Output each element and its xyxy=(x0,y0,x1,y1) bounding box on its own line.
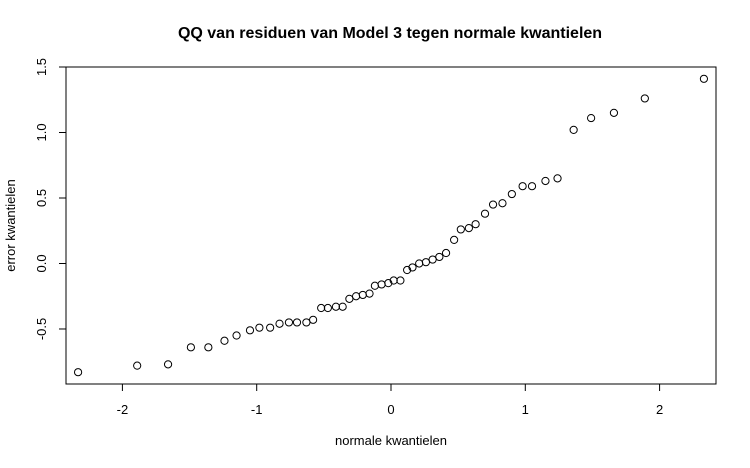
data-point xyxy=(358,290,367,300)
data-point xyxy=(317,303,326,313)
data-point xyxy=(275,319,284,328)
data-point xyxy=(415,259,424,268)
plot-frame xyxy=(65,66,717,385)
data-point xyxy=(133,361,142,370)
y-tick-label: 0.0 xyxy=(34,254,49,272)
y-tick-label: 0.5 xyxy=(34,189,49,207)
data-point xyxy=(480,209,490,218)
data-point xyxy=(73,368,83,377)
data-point xyxy=(351,292,361,301)
data-point xyxy=(284,318,294,327)
data-point xyxy=(435,252,444,262)
data-point xyxy=(518,182,527,191)
y-tick-label: -0.5 xyxy=(34,318,49,340)
data-point xyxy=(309,315,318,324)
data-point xyxy=(245,326,255,335)
data-point xyxy=(464,224,473,233)
data-point xyxy=(331,302,341,311)
data-point xyxy=(699,74,709,83)
data-point xyxy=(186,343,195,352)
data-point xyxy=(569,125,578,134)
data-point xyxy=(498,199,507,208)
data-point xyxy=(384,279,393,288)
data-point xyxy=(403,265,412,275)
x-tick-label: -2 xyxy=(117,402,129,417)
data-point xyxy=(338,302,347,311)
data-point xyxy=(163,360,173,369)
data-point xyxy=(266,323,275,332)
data-point xyxy=(541,176,550,186)
data-point xyxy=(396,276,405,285)
data-point xyxy=(204,343,213,352)
data-point xyxy=(456,225,465,234)
y-tick-label: 1.0 xyxy=(34,123,49,141)
data-point xyxy=(370,281,379,290)
data-points xyxy=(73,74,709,377)
x-axis-label: normale kwantielen xyxy=(335,433,447,448)
data-point xyxy=(255,323,264,332)
data-point xyxy=(232,331,241,340)
data-point xyxy=(553,174,562,183)
y-axis: -0.5 0.0 0.5 1.0 1.5 xyxy=(34,58,67,340)
data-point xyxy=(377,280,386,289)
data-point xyxy=(292,318,302,327)
data-point xyxy=(220,336,229,345)
data-point xyxy=(587,113,596,123)
data-point xyxy=(450,235,459,245)
y-tick-label: 1.5 xyxy=(34,58,49,76)
x-tick-label: 2 xyxy=(656,402,663,417)
data-point xyxy=(471,220,480,229)
data-point xyxy=(488,200,498,209)
data-point xyxy=(507,189,516,199)
data-point xyxy=(365,289,374,298)
data-point xyxy=(640,94,649,103)
data-point xyxy=(302,318,311,327)
data-point xyxy=(609,108,619,117)
x-tick-label: 0 xyxy=(387,402,394,417)
chart-title: QQ van residuen van Model 3 tegen normal… xyxy=(178,25,602,42)
data-point xyxy=(527,182,537,191)
data-point xyxy=(408,263,417,272)
x-tick-label: -1 xyxy=(251,402,263,417)
x-axis: -2 -1 0 1 2 xyxy=(117,383,663,417)
y-axis-label: error kwantielen xyxy=(3,179,18,272)
data-point xyxy=(323,303,332,313)
data-point xyxy=(428,255,437,264)
x-tick-label: 1 xyxy=(522,402,529,417)
data-point xyxy=(441,248,451,258)
data-point xyxy=(421,258,431,267)
data-point xyxy=(345,294,354,303)
